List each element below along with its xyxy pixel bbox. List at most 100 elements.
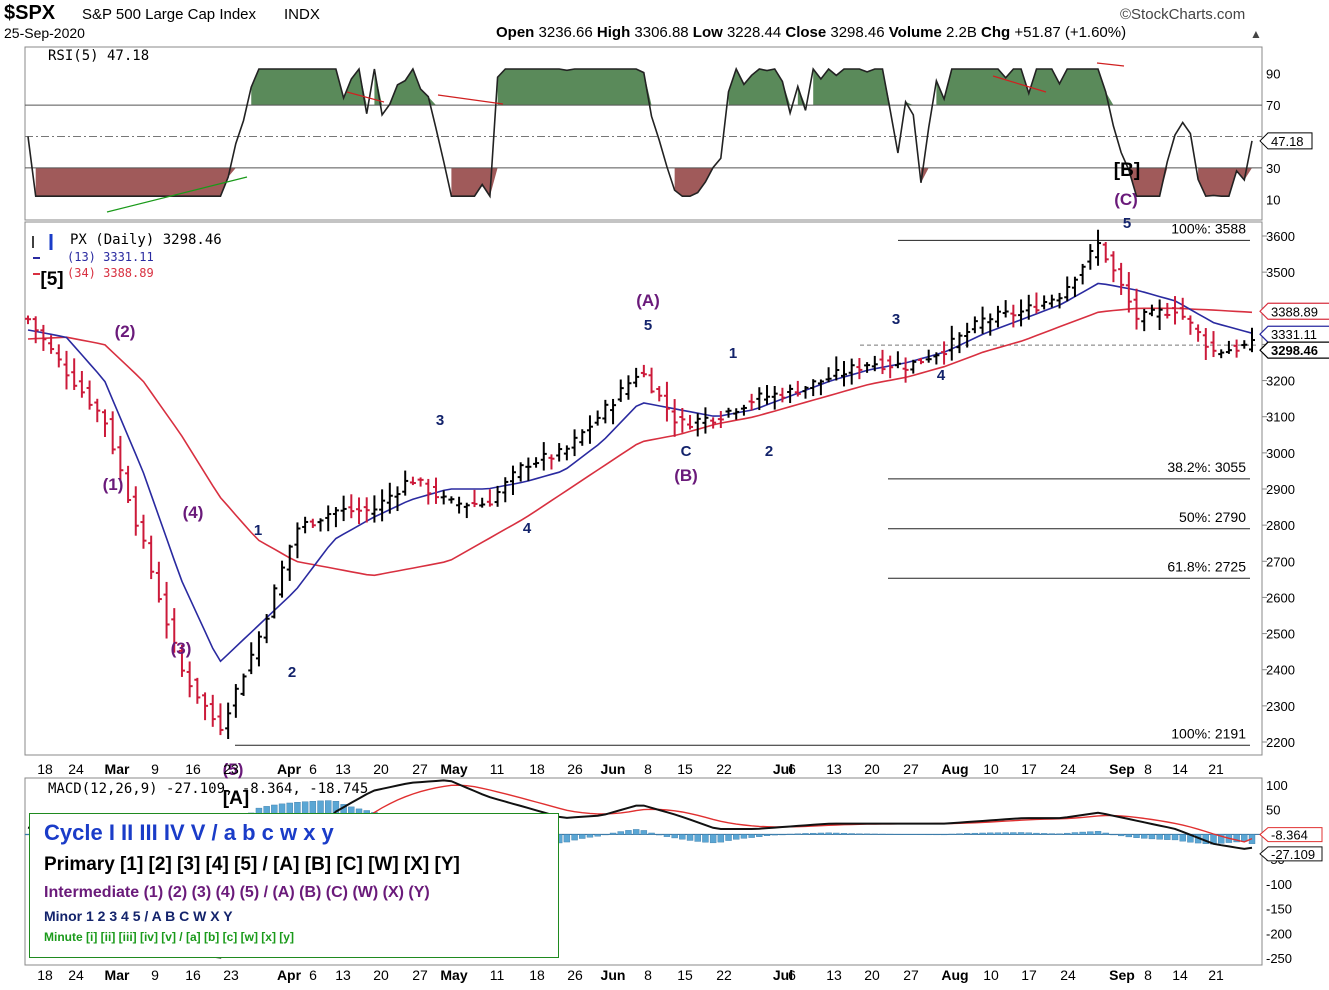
ohlc-bar [979, 306, 986, 334]
ohlc-bar [717, 411, 724, 429]
macd-histogram-bar [871, 833, 878, 835]
ohlc-bar [240, 673, 247, 696]
macd-x-tick-label: Aug [941, 967, 968, 983]
quote-value-close: 3298.46 [830, 24, 889, 41]
macd-histogram-bar [933, 834, 940, 836]
ohlc-bar [656, 386, 663, 402]
ohlc-bar [864, 362, 871, 373]
svg-text:-27.109: -27.109 [1271, 847, 1315, 862]
wave-label: 2 [288, 664, 296, 681]
ohlc-bar [525, 457, 532, 481]
ohlc-bar [971, 316, 978, 334]
ohlc-bar [1210, 331, 1217, 358]
ohlc-bar [25, 315, 31, 325]
price-x-tick-label: Jun [601, 761, 626, 777]
ohlc-bar [86, 380, 93, 410]
macd-x-tick-label: May [440, 967, 467, 983]
wave-label: 1 [729, 345, 737, 362]
ohlc-bar [348, 494, 355, 519]
ohlc-bar [571, 429, 578, 457]
macd-histogram-bar [856, 833, 863, 835]
ohlc-bar [802, 385, 809, 399]
ohlc-bar [456, 496, 463, 514]
ohlc-bar [1002, 300, 1009, 318]
ohlc-bar [1018, 299, 1025, 327]
ohlc-bar [1133, 288, 1140, 330]
price-tick-label: 2200 [1266, 735, 1295, 750]
ohlc-bar [294, 522, 301, 559]
ohlc-bar [856, 358, 863, 380]
macd-histogram-bar [1094, 831, 1102, 835]
price-x-tick-label: Mar [105, 761, 130, 777]
fib-label: 38.2%: 3055 [1167, 459, 1246, 475]
macd-histogram-bar [756, 834, 763, 837]
wave-label: [A] [223, 788, 249, 809]
macd-x-tick-label: 13 [335, 967, 351, 983]
ohlc-bar [833, 356, 840, 381]
macd-histogram-bar [656, 834, 663, 836]
ohlc-bar [163, 581, 170, 639]
ohlc-bar [548, 454, 555, 470]
macd-x-tick-label: 20 [373, 967, 389, 983]
ohlc-bar [933, 352, 940, 365]
macd-histogram-bar [1110, 834, 1117, 836]
ohlc-bar [640, 364, 647, 378]
rsi-series [27, 66, 1253, 199]
ohlc-bar [155, 561, 162, 603]
ohlc-bar [78, 370, 85, 398]
macd-histogram-bar [709, 834, 717, 844]
price-x-tick-label: Aug [941, 761, 968, 777]
ohlc-bar [140, 514, 147, 549]
ohlc-bar [486, 489, 493, 507]
macd-x-tick-label: 16 [185, 967, 201, 983]
price-x-tick-label: 27 [903, 761, 919, 777]
price-x-tick-label: Sep [1109, 761, 1135, 777]
ohlc-bar [694, 413, 701, 437]
macd-histogram-bar [971, 832, 979, 835]
ohlc-bar [764, 385, 771, 405]
macd-x-tick-label: 6 [309, 967, 317, 983]
rsi-oversold-fill [35, 167, 1252, 197]
macd-histogram-bar [1056, 833, 1063, 835]
fib-label: 50%: 2790 [1179, 509, 1246, 525]
macd-histogram-bar [579, 834, 586, 839]
ohlc-bar [1218, 349, 1225, 359]
price-x-tick-label: 21 [1208, 761, 1224, 777]
ohlc-bar [1179, 297, 1186, 320]
ohlc-bar [817, 379, 824, 396]
macd-histogram-bar [1017, 832, 1025, 835]
ohlc-bar [502, 477, 509, 503]
chart-date: 25-Sep-2020 [4, 25, 85, 41]
ohlc-bar [509, 465, 516, 495]
ohlc-bar [55, 344, 62, 368]
price-x-tick-label: 16 [185, 761, 201, 777]
price-x-tick-label: Apr [277, 761, 302, 777]
ohlc-bar [363, 497, 370, 523]
wave-label: 5 [644, 317, 652, 334]
ohlc-bar [109, 411, 116, 455]
ohlc-bar [309, 518, 316, 528]
macd-x-tick-label: 13 [826, 967, 842, 983]
ohlc-bar [617, 379, 624, 402]
price-x-tick-label: 24 [68, 761, 84, 777]
legend-cycle: Cycle I II III IV V / a b c w x y [44, 820, 334, 845]
ohlc-bar [594, 410, 601, 426]
macd-histogram-bar [586, 834, 594, 838]
ohlc-bar [517, 462, 524, 482]
ohlc-bar [48, 335, 55, 354]
macd-x-tick-label: 9 [151, 967, 159, 983]
ohlc-bar [1048, 294, 1055, 308]
macd-histogram-bar [648, 832, 655, 835]
price-panel-frame [24, 221, 1263, 756]
price-x-tick-label: 20 [373, 761, 389, 777]
price-x-tick-label: Jul [773, 761, 793, 777]
price-flag-ma13: 3331.11 [1259, 325, 1329, 343]
ohlc-bar [279, 560, 286, 598]
ohlc-bar [1033, 292, 1040, 314]
ohlc-bar [994, 305, 1001, 328]
ohlc-bar [1041, 295, 1048, 310]
rsi-divergence-line [106, 176, 248, 213]
macd-histogram-bar [1218, 834, 1225, 844]
ohlc-bar [902, 357, 909, 383]
macd-histogram-bar [994, 832, 1002, 835]
